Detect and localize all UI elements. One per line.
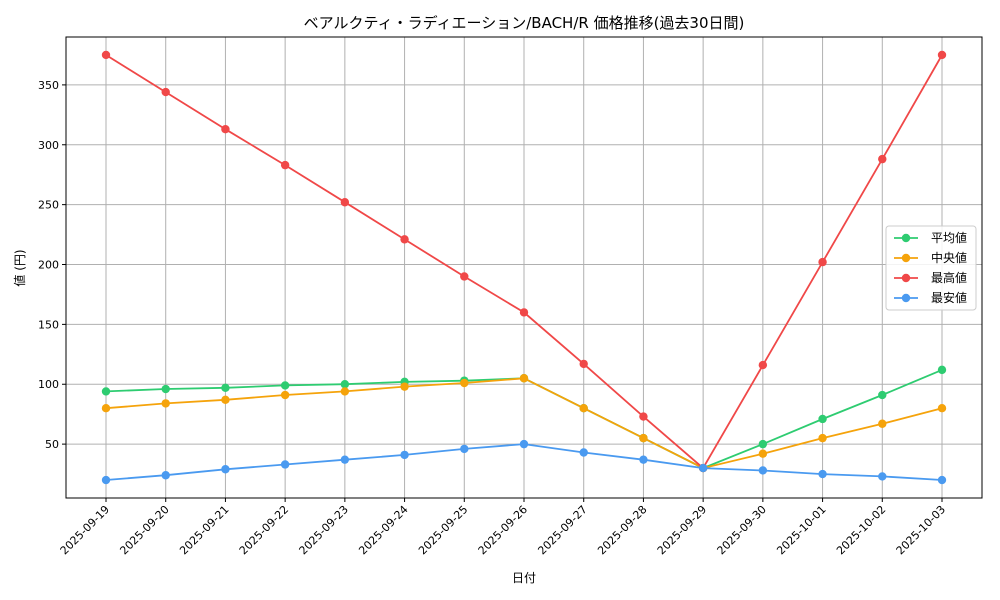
x-tick-label: 2025-10-03	[894, 503, 948, 557]
y-tick-label: 100	[38, 378, 59, 391]
legend-marker	[901, 253, 911, 263]
chart-title: ベアルクティ・ラディエーション/BACH/R 価格推移(過去30日間)	[304, 14, 745, 32]
y-tick-label: 50	[45, 438, 59, 451]
x-tick-label: 2025-09-20	[117, 503, 171, 557]
data-point	[280, 381, 290, 390]
data-point	[519, 439, 529, 449]
legend-label: 中央値	[931, 250, 967, 265]
data-point	[280, 390, 290, 400]
data-point	[161, 384, 170, 394]
data-point	[161, 399, 170, 408]
y-tick-label: 300	[38, 139, 59, 152]
data-point	[878, 472, 887, 481]
data-point	[221, 383, 230, 393]
data-point	[878, 419, 887, 428]
data-point	[519, 374, 529, 383]
data-point	[639, 455, 648, 464]
data-point	[101, 475, 111, 485]
data-point	[818, 257, 827, 267]
data-point	[579, 403, 588, 413]
x-tick-label: 2025-09-22	[237, 503, 291, 557]
x-tick-label: 2025-09-29	[655, 503, 709, 557]
data-point	[878, 154, 887, 164]
legend-label: 最高値	[931, 270, 967, 285]
x-axis-label: 日付	[512, 571, 536, 585]
data-point	[101, 50, 111, 60]
data-point	[758, 466, 768, 475]
series-3	[101, 50, 947, 473]
y-tick-label: 150	[38, 318, 59, 331]
data-point	[818, 433, 827, 443]
data-point	[460, 272, 469, 281]
data-point	[758, 360, 768, 370]
y-tick-label: 350	[38, 79, 59, 92]
data-point	[400, 450, 409, 460]
data-point	[460, 378, 469, 388]
data-point	[818, 469, 827, 479]
x-tick-label: 2025-09-24	[356, 503, 410, 557]
y-axis-label: 値 (円)	[12, 249, 27, 286]
data-point	[221, 465, 230, 474]
legend-box	[885, 225, 977, 311]
data-point	[639, 433, 648, 443]
data-point	[400, 235, 409, 244]
data-point	[221, 395, 230, 405]
x-tick-label: 2025-09-25	[416, 503, 470, 557]
y-axis-ticks: 50 100 150 200 250 300 350	[38, 79, 66, 451]
x-tick-label: 2025-09-30	[715, 503, 769, 557]
data-point	[280, 460, 290, 469]
series-2	[101, 374, 947, 473]
data-point	[758, 439, 768, 449]
x-tick-label: 2025-09-23	[297, 503, 351, 557]
data-point	[340, 387, 350, 396]
data-point	[937, 50, 947, 60]
grid	[66, 37, 982, 498]
legend-label: 平均値	[931, 230, 967, 245]
y-tick-label: 200	[38, 259, 59, 272]
data-point	[579, 359, 588, 369]
data-point	[101, 403, 111, 413]
legend-marker	[901, 233, 911, 243]
data-point	[161, 87, 170, 97]
data-point	[340, 455, 350, 464]
data-point	[400, 382, 409, 391]
legend-marker	[901, 273, 911, 283]
data-point	[758, 449, 768, 458]
x-tick-label: 2025-10-01	[774, 503, 828, 557]
data-point	[818, 414, 827, 424]
x-tick-label: 2025-09-26	[476, 503, 530, 557]
series-layer	[101, 50, 947, 485]
data-point	[101, 387, 111, 396]
data-point	[221, 125, 230, 134]
data-point	[937, 403, 947, 413]
data-point	[340, 198, 350, 207]
data-point	[698, 463, 708, 473]
x-tick-label: 2025-10-02	[834, 503, 888, 557]
data-point	[937, 475, 947, 485]
data-point	[519, 308, 529, 317]
x-tick-label: 2025-09-21	[177, 503, 231, 557]
y-tick-label: 250	[38, 199, 59, 212]
x-tick-label: 2025-09-27	[535, 503, 589, 557]
data-point	[937, 365, 947, 375]
data-point	[579, 448, 588, 457]
data-point	[161, 471, 170, 480]
data-point	[340, 380, 350, 389]
legend-label: 最安値	[931, 290, 967, 305]
data-point	[878, 390, 887, 400]
x-tick-label: 2025-09-19	[58, 503, 112, 557]
legend-marker	[901, 293, 911, 303]
data-point	[460, 444, 469, 454]
data-point	[639, 412, 648, 421]
x-axis-ticks: 2025-09-19 2025-09-20 2025-09-21 2025-09-22…	[58, 498, 948, 557]
x-tick-label: 2025-09-28	[595, 503, 649, 557]
data-point	[280, 160, 290, 170]
series-4	[101, 439, 947, 485]
